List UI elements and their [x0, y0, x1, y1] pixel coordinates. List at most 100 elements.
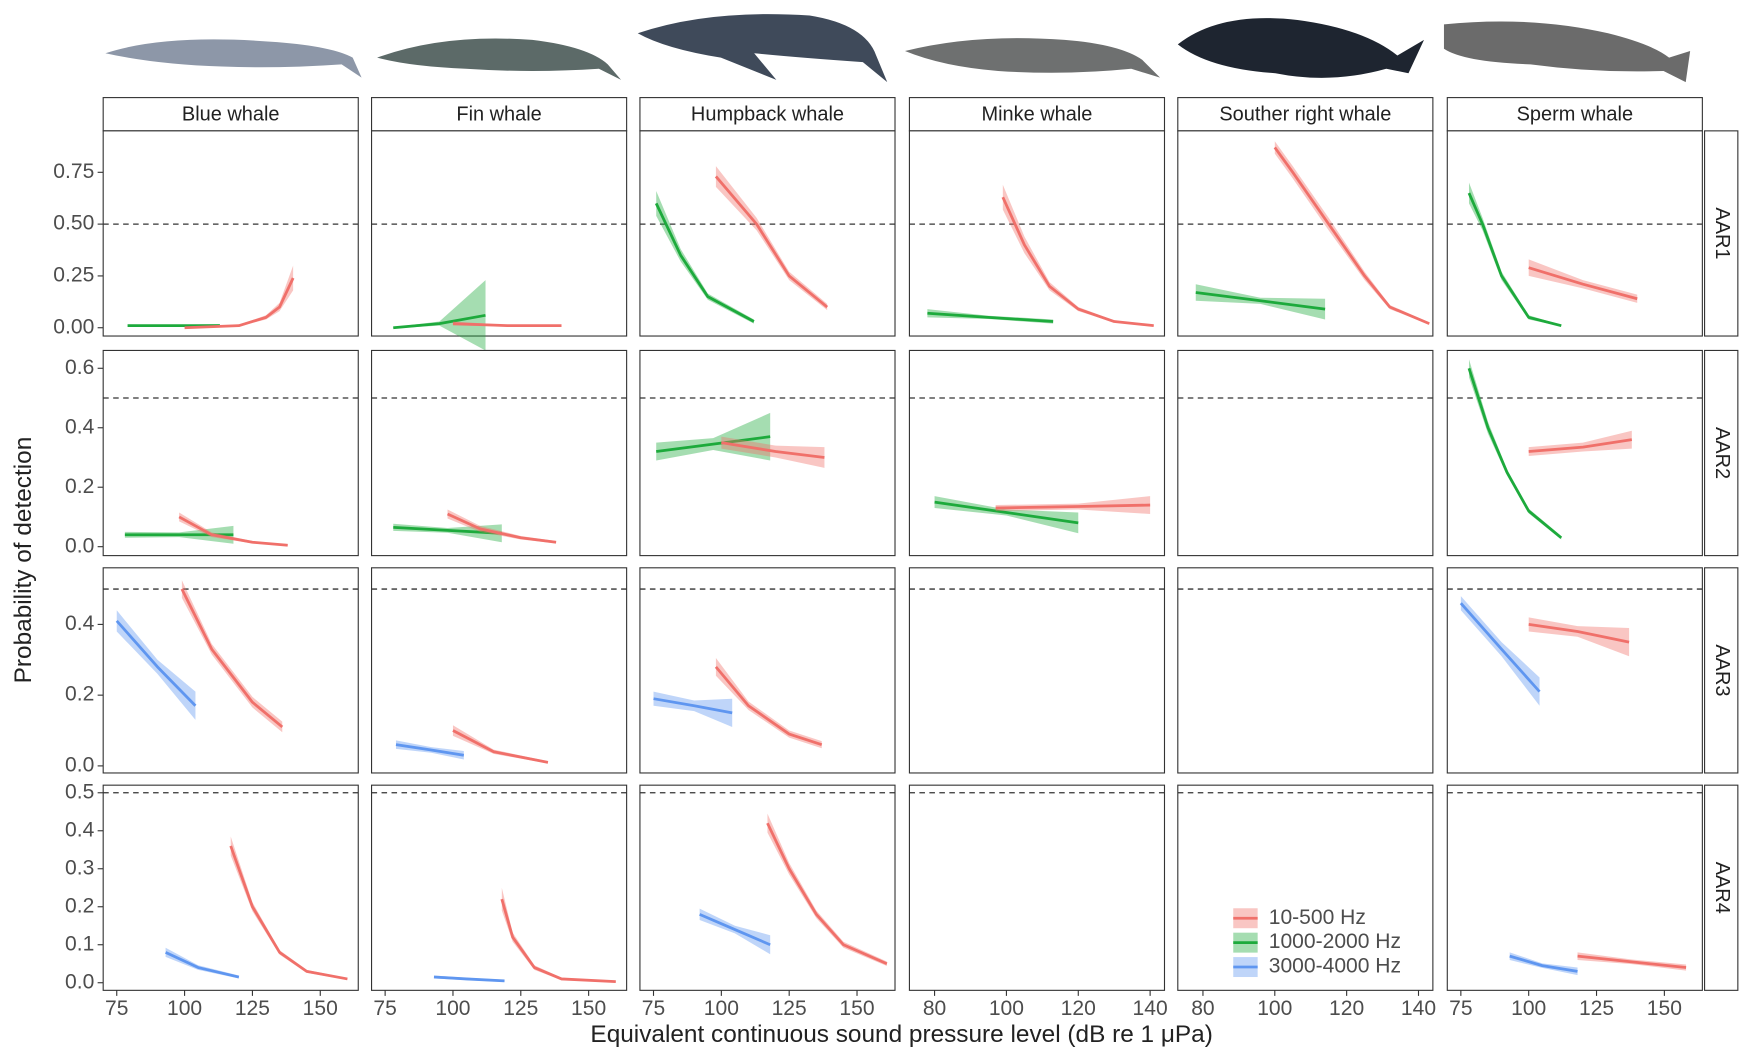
- strip-box: [1704, 130, 1739, 337]
- x-tick-label: 150: [571, 997, 606, 1020]
- y-tick-label: 0.1: [65, 932, 94, 955]
- strip-box: [1704, 567, 1739, 774]
- x-tick-label: 140: [1401, 997, 1436, 1020]
- fit-line: [500, 898, 616, 983]
- fit-line: [433, 975, 505, 983]
- panel: [1446, 130, 1703, 337]
- fit-line: [1509, 954, 1578, 973]
- legend-label: 10-500 Hz: [1269, 906, 1366, 929]
- fit-line: [995, 503, 1151, 510]
- x-tick-label: 75: [642, 997, 665, 1020]
- confidence-ribbon: [653, 691, 733, 727]
- fit-line: [1467, 192, 1562, 328]
- x-tick-label: 100: [435, 997, 470, 1020]
- x-tick-label: 100: [704, 997, 739, 1020]
- fit-line: [446, 512, 557, 544]
- panel: [1177, 567, 1434, 774]
- panel: [908, 349, 1166, 557]
- fit-line: [1459, 602, 1541, 693]
- panel: [102, 784, 359, 991]
- strip-label: AAR4: [1711, 862, 1733, 914]
- fit-line: [229, 845, 348, 981]
- whale-image: [377, 38, 622, 80]
- fit-line: [654, 202, 755, 323]
- panel-border: [639, 567, 896, 774]
- panel-border: [102, 567, 359, 774]
- confidence-ribbon: [1002, 184, 1154, 327]
- fit-line: [184, 277, 295, 330]
- y-tick-label: 0.25: [53, 263, 94, 286]
- fit-line: [653, 697, 733, 715]
- panel-border: [102, 349, 359, 557]
- fit-line: [1195, 291, 1326, 311]
- panel: [371, 784, 628, 991]
- whale-illustrations: [105, 14, 1691, 83]
- panel-border: [102, 784, 359, 991]
- x-tick-label: 125: [503, 997, 538, 1020]
- y-tick-label: 0.0: [65, 534, 94, 557]
- fit-line: [180, 588, 284, 729]
- legend-label: 3000-4000 Hz: [1269, 955, 1401, 978]
- y-tick-label: 0.4: [65, 818, 95, 841]
- x-tick-label: 125: [772, 997, 807, 1020]
- x-tick-label: 150: [1647, 997, 1682, 1020]
- strip-label: Minke whale: [982, 104, 1093, 126]
- fit-line: [1467, 367, 1563, 539]
- panel: [1177, 130, 1434, 337]
- fit-line: [452, 729, 549, 764]
- panel-border: [1446, 567, 1703, 774]
- strip-label: Souther right whale: [1219, 104, 1391, 126]
- panel: [639, 567, 896, 774]
- panel: [908, 130, 1166, 337]
- fit-line: [714, 175, 829, 309]
- x-tick-label: 125: [1579, 997, 1614, 1020]
- x-tick-label: 75: [105, 997, 128, 1020]
- panel-border: [908, 567, 1166, 774]
- panel-border: [908, 784, 1166, 991]
- fit-line: [395, 743, 465, 757]
- fit-line: [927, 311, 1054, 323]
- confidence-ribbon: [715, 166, 828, 311]
- panel: [1177, 784, 1434, 991]
- strip-box: [1704, 784, 1739, 991]
- x-tick-label: 150: [839, 997, 874, 1020]
- x-tick-label: 125: [235, 997, 270, 1020]
- y-tick-label: 0.4: [65, 415, 95, 438]
- strip-label: AAR2: [1711, 427, 1733, 479]
- panel: [102, 349, 359, 557]
- strip-box: [639, 97, 896, 132]
- whale-image: [1443, 21, 1691, 83]
- x-tick-label: 80: [1191, 997, 1214, 1020]
- y-tick-label: 0.75: [53, 160, 94, 183]
- whale-image: [637, 14, 888, 83]
- confidence-ribbon: [934, 496, 1079, 534]
- panel: [639, 349, 896, 557]
- fit-line: [1273, 146, 1430, 325]
- fit-line: [1528, 623, 1630, 644]
- panel-border: [908, 130, 1166, 337]
- y-tick-label: 0.2: [65, 475, 94, 498]
- strip-label: Fin whale: [456, 104, 541, 126]
- strip-box: [102, 97, 359, 132]
- fit-line: [934, 500, 1079, 525]
- panel: [102, 130, 359, 337]
- y-tick-label: 0.6: [65, 356, 94, 379]
- panel: [102, 567, 359, 774]
- x-tick-label: 150: [303, 997, 338, 1020]
- confidence-ribbon: [393, 280, 486, 351]
- fit-line: [1001, 196, 1154, 328]
- panel: [371, 130, 628, 351]
- y-tick-label: 0.50: [53, 212, 94, 235]
- x-tick-label: 100: [1511, 997, 1546, 1020]
- panel-border: [371, 130, 628, 337]
- x-tick-label: 100: [167, 997, 202, 1020]
- fit-line: [699, 913, 771, 947]
- y-tick-label: 0.0: [65, 970, 94, 993]
- panel: [908, 784, 1166, 991]
- panel-border: [908, 349, 1166, 557]
- panel: [371, 349, 628, 557]
- strip-box: [908, 97, 1166, 132]
- panel-border: [1177, 130, 1434, 337]
